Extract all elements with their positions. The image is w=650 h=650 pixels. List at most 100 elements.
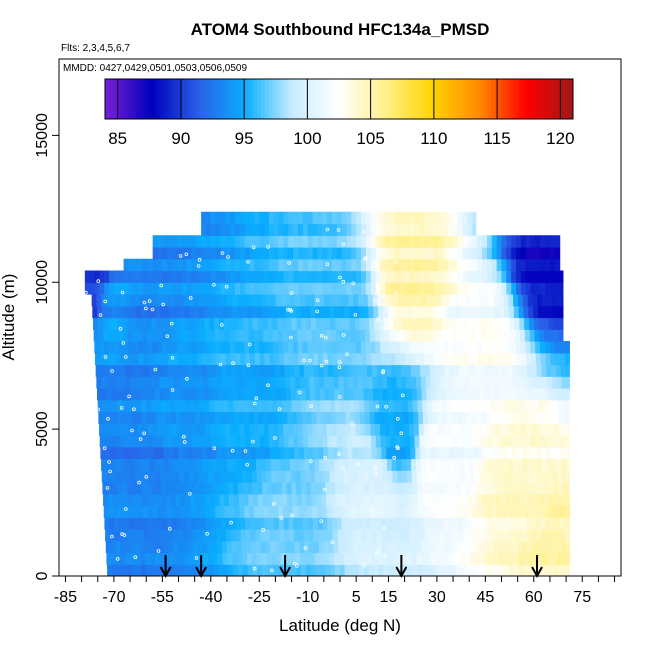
heatmap-cell xyxy=(385,211,391,225)
heatmap-cell xyxy=(357,540,364,554)
heatmap-cell xyxy=(349,482,355,495)
heatmap-cell xyxy=(181,258,188,272)
heatmap-cell xyxy=(414,435,421,448)
heatmap-cell xyxy=(139,529,145,542)
heatmap-cell xyxy=(436,482,443,495)
heatmap-cell xyxy=(326,411,332,424)
heatmap-cell xyxy=(350,329,356,342)
heatmap-cell xyxy=(508,458,514,471)
observation-point xyxy=(376,549,381,553)
heatmap-cell xyxy=(410,529,416,542)
heatmap-cell xyxy=(455,294,461,307)
heatmap-cell xyxy=(290,388,297,401)
heatmap-cell xyxy=(253,493,259,507)
heatmap-cell xyxy=(264,529,271,542)
heatmap-cell xyxy=(493,458,499,471)
heatmap-cell xyxy=(440,376,446,389)
heatmap-cell xyxy=(361,352,367,366)
heatmap-cell xyxy=(532,540,538,554)
heatmap-cell xyxy=(450,388,457,401)
heatmap-cell xyxy=(164,294,170,307)
heatmap-cell xyxy=(325,399,331,413)
heatmap-cell xyxy=(309,540,315,554)
heatmap-cell xyxy=(132,411,138,424)
heatmap-cell xyxy=(243,399,249,413)
heatmap-cell xyxy=(190,505,197,518)
heatmap-cell xyxy=(460,470,466,483)
heatmap-cell xyxy=(142,341,149,354)
heatmap-cell xyxy=(453,270,459,283)
heatmap-cell xyxy=(530,258,536,272)
heatmap-cell xyxy=(105,529,111,542)
heatmap-cell xyxy=(267,482,273,495)
heatmap-cell xyxy=(448,341,454,354)
heatmap-cell xyxy=(124,446,131,460)
heatmap-cell xyxy=(420,529,426,542)
heatmap-cell xyxy=(112,482,118,495)
heatmap-cell xyxy=(485,411,492,424)
heatmap-cell xyxy=(256,376,262,389)
heatmap-cell xyxy=(370,211,377,225)
heatmap-cell xyxy=(365,211,372,225)
heatmap-cell xyxy=(220,435,227,448)
heatmap-cell xyxy=(472,341,478,354)
heatmap-cell xyxy=(234,329,240,342)
heatmap-cell xyxy=(139,364,145,377)
heatmap-cell xyxy=(160,305,166,319)
heatmap-cell xyxy=(241,540,247,554)
heatmap-cell xyxy=(279,446,286,460)
heatmap-cell xyxy=(142,282,149,295)
heatmap-cell xyxy=(266,552,272,565)
heatmap-cell xyxy=(113,423,120,436)
heatmap-cell xyxy=(244,211,251,225)
heatmap-cell xyxy=(414,223,420,236)
heatmap-cell xyxy=(341,223,348,236)
heatmap-cell xyxy=(493,294,500,307)
heatmap-cell xyxy=(155,317,162,330)
heatmap-cell xyxy=(268,247,275,260)
heatmap-cell xyxy=(346,435,353,448)
heatmap-cell xyxy=(505,493,511,507)
heatmap-cell xyxy=(394,258,401,272)
heatmap-cell xyxy=(150,388,156,401)
heatmap-cell xyxy=(168,540,175,554)
heatmap-cell xyxy=(179,388,185,401)
observation-point xyxy=(373,471,378,476)
heatmap-cell xyxy=(249,517,256,530)
heatmap-cell xyxy=(372,552,379,565)
heatmap-cell xyxy=(268,282,275,295)
heatmap-cell xyxy=(195,329,201,342)
observation-point xyxy=(381,369,386,373)
heatmap-cell xyxy=(116,482,123,495)
heatmap-cell xyxy=(435,540,441,554)
heatmap-cell xyxy=(131,399,138,413)
heatmap-cell xyxy=(561,470,568,483)
heatmap-cell xyxy=(211,352,217,366)
heatmap-cell xyxy=(443,517,449,530)
heatmap-cell xyxy=(477,270,483,283)
observation-point xyxy=(269,568,274,573)
heatmap-cell xyxy=(242,552,248,565)
heatmap-cell xyxy=(256,552,263,565)
heatmap-cell xyxy=(116,388,122,401)
colorbar-segment xyxy=(487,79,492,119)
heatmap-cell xyxy=(360,282,367,295)
heatmap-cell xyxy=(309,294,316,307)
heatmap-cell xyxy=(508,552,514,565)
heatmap-cell xyxy=(394,235,401,248)
heatmap-cell xyxy=(528,399,535,413)
heatmap-cell xyxy=(206,435,212,448)
colorbar-segment xyxy=(514,79,519,119)
heatmap-cell xyxy=(148,435,154,448)
heatmap-cell xyxy=(230,352,237,366)
heatmap-cell xyxy=(538,317,545,330)
heatmap-cell xyxy=(440,294,446,307)
heatmap-cell xyxy=(365,270,372,283)
heatmap-cell xyxy=(552,564,559,576)
heatmap-cell xyxy=(256,470,263,483)
x-tick-label: -85 xyxy=(54,589,77,606)
observation-point xyxy=(266,383,270,388)
heatmap-cell xyxy=(477,341,483,354)
heatmap-cell xyxy=(147,423,153,436)
heatmap-cell xyxy=(263,423,270,436)
